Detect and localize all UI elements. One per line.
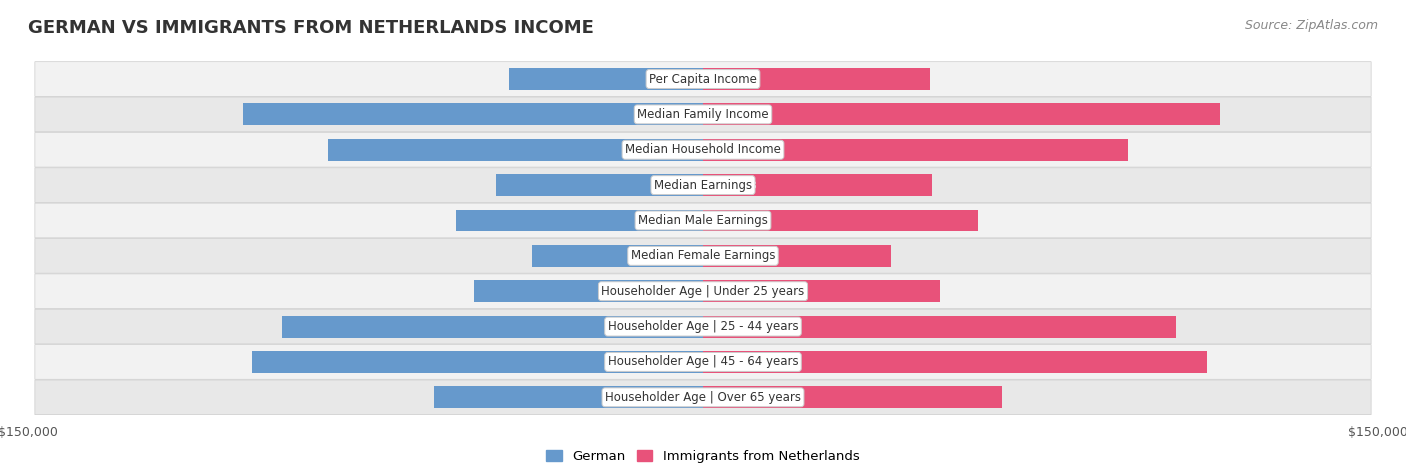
Text: $50,804: $50,804	[650, 286, 695, 296]
Bar	[703, 386, 1002, 408]
Text: $83,358: $83,358	[650, 145, 695, 155]
Text: Median Earnings: Median Earnings	[654, 178, 752, 191]
Text: GERMAN VS IMMIGRANTS FROM NETHERLANDS INCOME: GERMAN VS IMMIGRANTS FROM NETHERLANDS IN…	[28, 19, 593, 37]
Bar	[703, 245, 891, 267]
Text: $45,935: $45,935	[650, 180, 695, 190]
Bar	[243, 103, 703, 125]
Bar	[703, 316, 1175, 338]
Text: Householder Age | Under 25 years: Householder Age | Under 25 years	[602, 285, 804, 298]
FancyBboxPatch shape	[35, 133, 1371, 167]
Text: $43,067: $43,067	[650, 74, 695, 84]
Legend: German, Immigrants from Netherlands: German, Immigrants from Netherlands	[541, 445, 865, 467]
FancyBboxPatch shape	[35, 309, 1371, 344]
Text: $100,224: $100,224	[643, 357, 695, 367]
Bar	[509, 68, 703, 90]
Text: Householder Age | Over 65 years: Householder Age | Over 65 years	[605, 391, 801, 404]
Text: Median Family Income: Median Family Income	[637, 108, 769, 121]
Bar	[283, 316, 703, 338]
Text: $93,531: $93,531	[650, 322, 695, 332]
Text: $52,592: $52,592	[711, 286, 756, 296]
FancyBboxPatch shape	[35, 345, 1371, 379]
Text: $66,463: $66,463	[711, 392, 756, 402]
Bar	[328, 139, 703, 161]
Text: $94,411: $94,411	[711, 145, 756, 155]
Text: $105,082: $105,082	[711, 322, 763, 332]
FancyBboxPatch shape	[35, 203, 1371, 238]
Text: $111,982: $111,982	[711, 357, 763, 367]
Text: $50,458: $50,458	[711, 74, 756, 84]
Text: $54,974: $54,974	[650, 215, 695, 226]
Text: Median Female Earnings: Median Female Earnings	[631, 249, 775, 262]
FancyBboxPatch shape	[35, 168, 1371, 203]
Text: $41,870: $41,870	[711, 251, 756, 261]
Text: $114,987: $114,987	[711, 109, 763, 120]
Bar	[531, 245, 703, 267]
Text: $59,730: $59,730	[650, 392, 695, 402]
Text: Householder Age | 25 - 44 years: Householder Age | 25 - 44 years	[607, 320, 799, 333]
Text: Source: ZipAtlas.com: Source: ZipAtlas.com	[1244, 19, 1378, 32]
Text: $50,818: $50,818	[711, 180, 756, 190]
Text: Per Capita Income: Per Capita Income	[650, 72, 756, 85]
FancyBboxPatch shape	[35, 239, 1371, 273]
Text: $102,254: $102,254	[643, 109, 695, 120]
Text: Householder Age | 45 - 64 years: Householder Age | 45 - 64 years	[607, 355, 799, 368]
Bar	[496, 174, 703, 196]
Bar	[474, 280, 703, 302]
Bar	[703, 174, 932, 196]
Bar	[703, 103, 1220, 125]
Bar	[703, 280, 939, 302]
Text: Median Household Income: Median Household Income	[626, 143, 780, 156]
FancyBboxPatch shape	[35, 380, 1371, 415]
Bar	[703, 139, 1128, 161]
Bar	[703, 210, 979, 232]
Text: Median Male Earnings: Median Male Earnings	[638, 214, 768, 227]
Bar	[252, 351, 703, 373]
Bar	[703, 68, 929, 90]
Bar	[703, 351, 1206, 373]
FancyBboxPatch shape	[35, 97, 1371, 132]
Text: $37,986: $37,986	[650, 251, 695, 261]
Bar	[434, 386, 703, 408]
Text: $61,096: $61,096	[711, 215, 756, 226]
Bar	[456, 210, 703, 232]
FancyBboxPatch shape	[35, 62, 1371, 96]
FancyBboxPatch shape	[35, 274, 1371, 309]
